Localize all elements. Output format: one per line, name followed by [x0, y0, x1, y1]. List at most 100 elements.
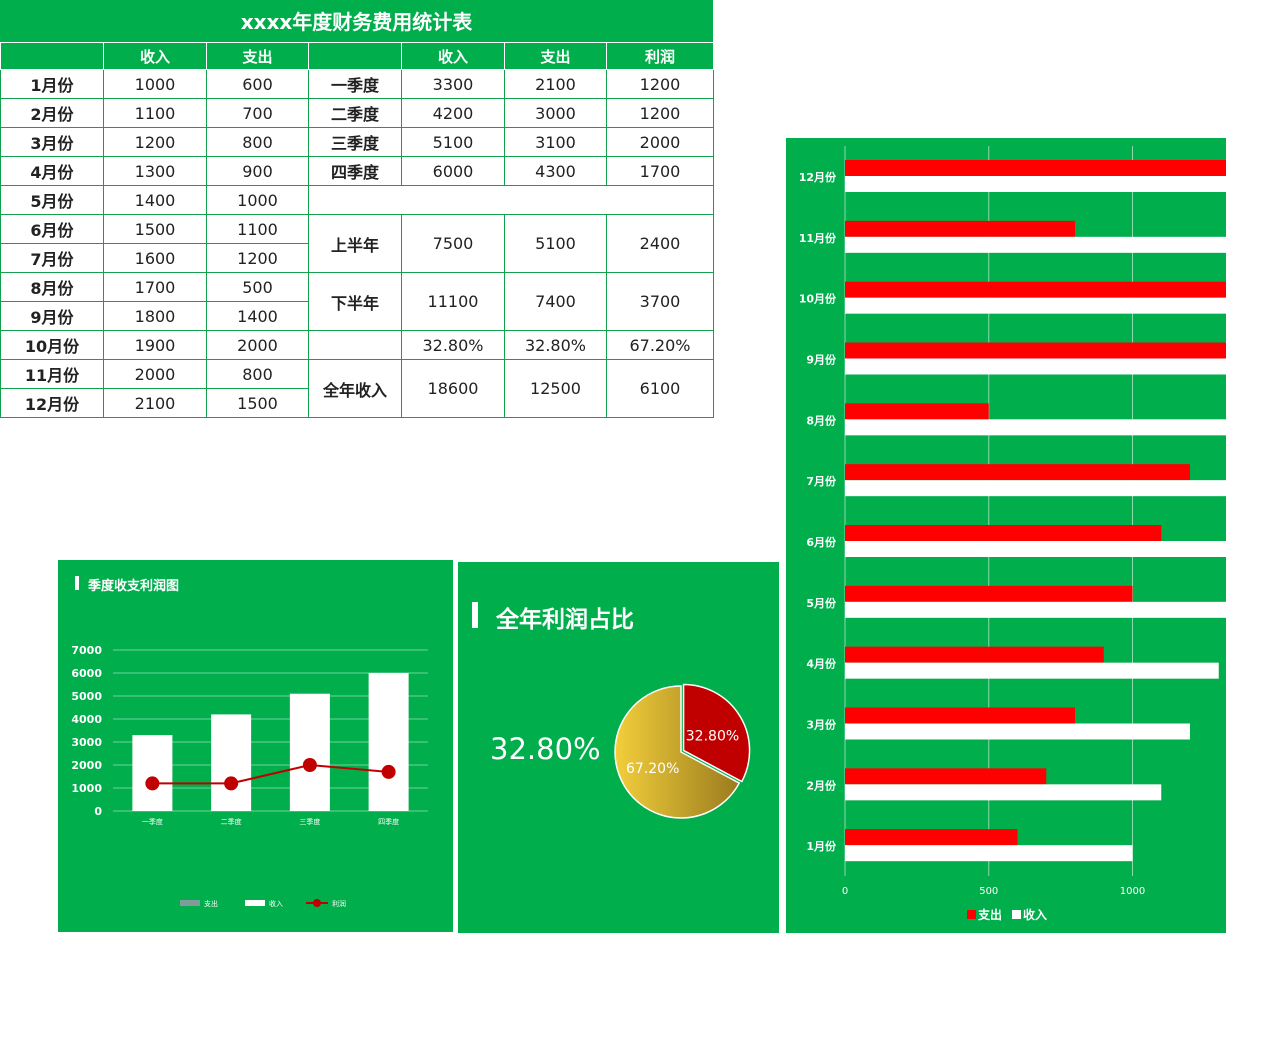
profit-point	[302, 758, 317, 772]
finance-table-panel: xxxx年度财务费用统计表 收入 支出 收入 支出 利润 1月份 1000 60…	[0, 0, 714, 419]
quarterly-chart: 0 1000 2000 3000 4000 5000 6000 7000 一季度 二季度 三季度 四季…	[71, 644, 428, 908]
y-tick-label: 4月份	[806, 657, 837, 671]
income-bar	[845, 480, 1226, 497]
month-label: 4月份	[0, 156, 104, 186]
legend-label: 支出	[977, 907, 1002, 922]
half-expense: 5100	[504, 214, 607, 273]
table-row: 12月份 2100 1500	[0, 388, 714, 418]
quarter-label: 二季度	[308, 98, 402, 128]
y-tick-label: 7000	[71, 644, 102, 657]
month-expense: 1200	[206, 243, 309, 273]
expense-bar	[845, 220, 1075, 237]
profit-point	[224, 776, 239, 791]
expense-bar	[845, 160, 1226, 176]
table-header-row: 收入 支出 收入 支出 利润	[0, 42, 714, 70]
expense-bar	[845, 707, 1075, 724]
month-label: 6月份	[0, 214, 104, 244]
header-cell	[0, 42, 104, 70]
y-tick-label: 5000	[71, 690, 102, 703]
y-tick-label: 11月份	[799, 231, 837, 245]
table-row: 9月份 1800 1400	[0, 301, 714, 331]
y-tick-label: 1000	[71, 782, 102, 795]
x-tick-label: 1000	[1120, 886, 1145, 897]
quarter-profit: 1700	[606, 156, 714, 186]
quarterly-chart-panel: 季度收支利润图 0 1000 2000 3000 4000 5000 6000 7000 一季度…	[58, 560, 453, 932]
income-bar	[845, 541, 1226, 557]
y-tick-label: 3月份	[806, 718, 837, 732]
annual-expense: 12500	[504, 359, 607, 418]
month-label: 11月份	[0, 359, 104, 389]
quarter-expense: 4300	[504, 156, 607, 186]
month-label: 8月份	[0, 272, 104, 302]
quarter-income: 6000	[401, 156, 505, 186]
expense-bar	[845, 585, 1133, 602]
month-expense: 1100	[206, 214, 309, 244]
y-tick-label: 0	[94, 805, 102, 818]
expense-bar	[845, 829, 1018, 846]
monthly-chart-panel: 050010001500200025001月份2月份3月份4月份5月份6月份7月…	[786, 138, 1226, 933]
legend-swatch-profit-marker	[313, 899, 321, 907]
month-income: 1700	[103, 272, 207, 302]
quarter-label: 三季度	[308, 127, 402, 157]
month-income: 1800	[103, 301, 207, 331]
table-title: xxxx年度财务费用统计表	[0, 0, 713, 43]
quarter-profit: 2000	[606, 127, 714, 157]
x-tick-label: 一季度	[142, 817, 163, 826]
legend-label: 收入	[1023, 907, 1047, 922]
month-expense: 600	[206, 69, 309, 99]
legend-swatch-income	[1012, 910, 1021, 919]
expense-bar	[845, 646, 1104, 663]
monthly-chart: 050010001500200025001月份2月份3月份4月份5月份6月份7月…	[799, 146, 1226, 922]
ratio-expense: 32.80%	[504, 330, 607, 360]
expense-bar	[845, 342, 1226, 359]
y-tick-label: 6月份	[806, 535, 837, 549]
x-tick-label: 四季度	[378, 817, 399, 826]
income-bar	[845, 419, 1226, 436]
legend-swatch-expense	[180, 900, 200, 906]
profit-point	[145, 776, 160, 791]
half-income: 11100	[401, 272, 505, 331]
header-cell: 收入	[103, 42, 207, 70]
table-row: 8月份 1700 500 下半年 11100 7400 3700	[0, 272, 714, 331]
quarter-income: 3300	[401, 69, 505, 99]
month-income: 1400	[103, 185, 207, 215]
month-expense: 800	[206, 127, 309, 157]
legend-swatch-income	[245, 900, 265, 906]
quarter-expense: 3100	[504, 127, 607, 157]
month-expense: 2000	[206, 330, 309, 360]
month-income: 1600	[103, 243, 207, 273]
expense-bar	[845, 281, 1226, 298]
month-label: 1月份	[0, 69, 104, 99]
profit-line	[152, 763, 389, 785]
month-expense: 500	[206, 272, 309, 302]
pie-chart: 32.80% 67.20%	[614, 683, 751, 819]
quarter-expense: 2100	[504, 69, 607, 99]
month-expense: 1500	[206, 388, 309, 418]
half-label: 下半年	[308, 272, 402, 331]
y-tick-label: 9月份	[806, 353, 837, 367]
expense-bar	[845, 403, 989, 420]
half-label: 上半年	[308, 214, 402, 273]
month-income: 1900	[103, 330, 207, 360]
header-cell: 支出	[504, 42, 607, 70]
month-income: 2100	[103, 388, 207, 418]
table-row: 10月份 1900 2000 32.80% 32.80% 67.20%	[0, 330, 714, 360]
x-tick-label: 500	[979, 886, 998, 897]
month-income: 1200	[103, 127, 207, 157]
x-tick-label: 二季度	[221, 817, 242, 826]
annual-income: 18600	[401, 359, 505, 418]
month-label: 3月份	[0, 127, 104, 157]
x-tick-label: 三季度	[299, 817, 320, 826]
table-row: 1月份 1000 600 一季度 3300 2100 1200	[0, 69, 714, 99]
table-row: 5月份 1400 1000	[0, 185, 714, 215]
expense-bar	[845, 464, 1190, 481]
pie-slice	[614, 685, 741, 819]
income-bar	[368, 673, 409, 811]
half-profit: 3700	[606, 272, 714, 331]
y-tick-label: 4000	[71, 713, 102, 726]
month-income: 1300	[103, 156, 207, 186]
y-tick-label: 6000	[71, 667, 102, 680]
table-row: 3月份 1200 800 三季度 5100 3100 2000	[0, 127, 714, 157]
half-income: 7500	[401, 214, 505, 273]
pie-label: 32.80%	[686, 729, 739, 745]
